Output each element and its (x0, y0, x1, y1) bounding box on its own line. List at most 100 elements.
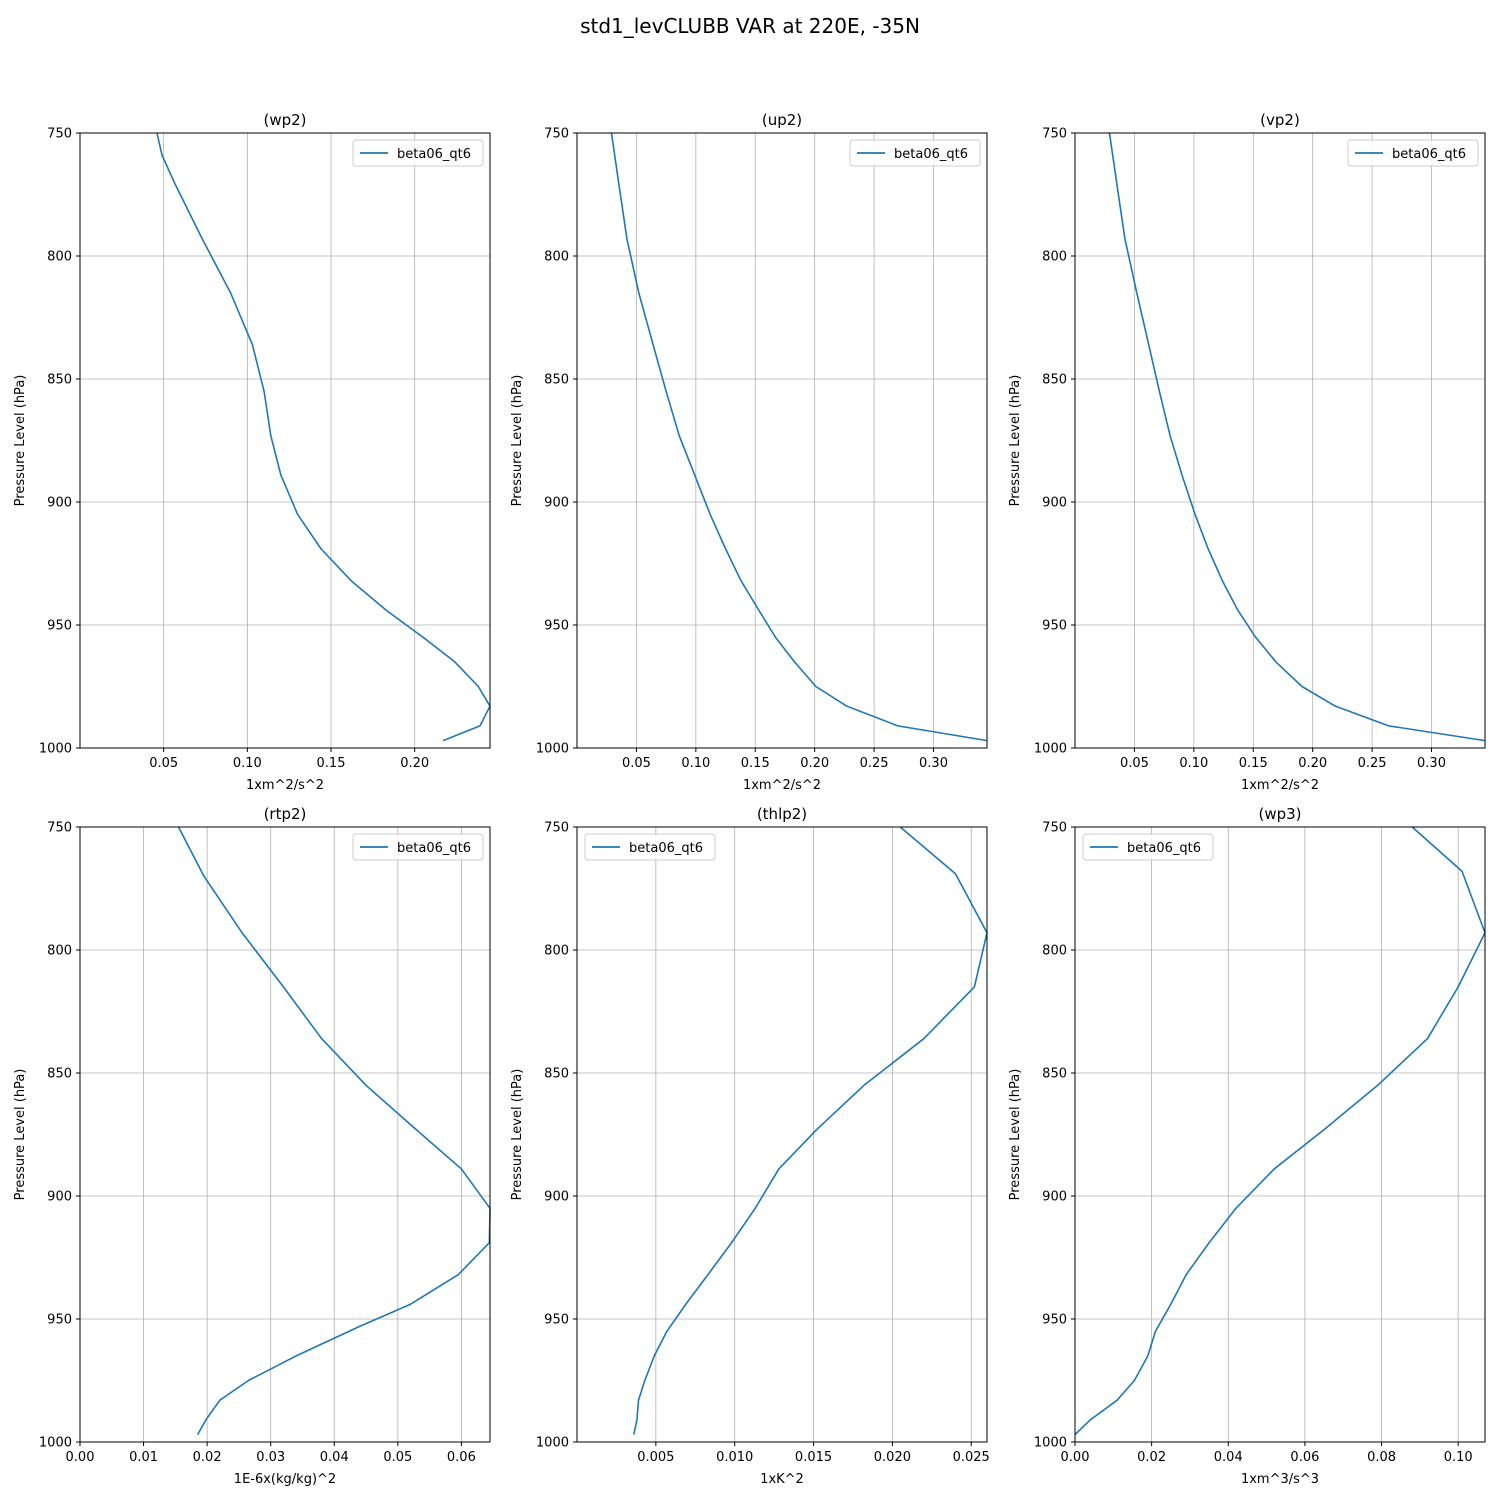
y-tick-label: 950 (47, 1313, 72, 1328)
y-tick-label: 750 (47, 821, 72, 836)
subplot-5: 0.00 0.02 0.04 0.06 0.08 0.10 750 800 850 900 950 1… (1008, 805, 1486, 1487)
y-tick-label: 900 (47, 496, 72, 511)
y-tick-label: 850 (1042, 373, 1067, 388)
x-tick-label: 0.05 (149, 756, 178, 771)
y-tick-label: 800 (1042, 944, 1067, 959)
x-tick-label: 0.005 (637, 1450, 674, 1465)
legend-box (352, 139, 484, 167)
subplot-title: (up2) (762, 111, 802, 129)
y-axis-label: Pressure Level (hPa) (510, 375, 525, 507)
y-tick-label: 900 (544, 1190, 569, 1205)
y-tick-label: 800 (47, 250, 72, 265)
y-tick-label: 1000 (39, 742, 72, 757)
x-tick-label: 0.30 (1417, 756, 1446, 771)
legend-box (352, 833, 484, 861)
subplot-3: 0.00 0.01 0.02 0.03 0.04 0.05 0.06 750 800 850 900… (13, 805, 491, 1487)
y-tick-label: 1000 (39, 1436, 72, 1451)
x-tick-label: 0.04 (1214, 1450, 1243, 1465)
y-tick-label: 950 (1042, 619, 1067, 634)
legend: beta06_qt6 (584, 833, 716, 861)
x-tick-label: 0.01 (129, 1450, 158, 1465)
subplot-title: (wp2) (263, 111, 306, 129)
y-tick-label: 850 (47, 1067, 72, 1082)
y-tick-label: 1000 (1034, 742, 1067, 757)
x-axis-label: 1xK^2 (760, 1472, 804, 1487)
legend-label: beta06_qt6 (894, 147, 968, 162)
x-tick-label: 0.25 (860, 756, 889, 771)
y-axis-label: Pressure Level (hPa) (510, 1069, 525, 1201)
y-tick-label: 800 (544, 944, 569, 959)
y-tick-label: 750 (1042, 127, 1067, 142)
subplot-title: (rtp2) (264, 805, 307, 823)
y-tick-label: 1000 (536, 742, 569, 757)
y-tick-label: 800 (1042, 250, 1067, 265)
x-tick-label: 0.05 (383, 1450, 412, 1465)
x-tick-label: 0.025 (953, 1450, 990, 1465)
y-tick-label: 950 (47, 619, 72, 634)
legend: beta06_qt6 (849, 139, 981, 167)
x-tick-label: 0.15 (317, 756, 346, 771)
y-axis-label: Pressure Level (hPa) (13, 1069, 28, 1201)
y-tick-label: 950 (544, 619, 569, 634)
series-line-beta06_qt6 (610, 132, 988, 742)
x-axis-label: 1xm^2/s^2 (246, 778, 324, 793)
y-tick-label: 900 (544, 496, 569, 511)
subplot-title: (thlp2) (757, 805, 807, 823)
x-tick-label: 0.010 (716, 1450, 753, 1465)
x-tick-label: 0.20 (400, 756, 429, 771)
axes-frame (1074, 132, 1486, 749)
legend-box (584, 833, 716, 861)
legend-label: beta06_qt6 (397, 147, 471, 162)
legend-box (1082, 833, 1214, 861)
y-tick-label: 750 (1042, 821, 1067, 836)
legend: beta06_qt6 (1347, 139, 1479, 167)
series-line-beta06_qt6 (1108, 132, 1486, 742)
x-tick-label: 0.03 (256, 1450, 285, 1465)
legend-label: beta06_qt6 (1392, 147, 1466, 162)
x-tick-label: 0.15 (741, 756, 770, 771)
x-axis-label: 1E-6x(kg/kg)^2 (234, 1472, 336, 1487)
y-tick-label: 750 (544, 127, 569, 142)
y-tick-label: 750 (544, 821, 569, 836)
x-tick-label: 0.20 (800, 756, 829, 771)
series-line-beta06_qt6 (632, 826, 988, 1435)
x-tick-label: 0.15 (1239, 756, 1268, 771)
legend-box (849, 139, 981, 167)
x-tick-label: 0.10 (1444, 1450, 1473, 1465)
axes-frame (79, 132, 491, 749)
axes-frame (576, 826, 988, 1443)
series-line-beta06_qt6 (156, 132, 491, 742)
x-axis-label: 1xm^2/s^2 (1241, 778, 1319, 793)
y-axis-label: Pressure Level (hPa) (1008, 1069, 1023, 1201)
y-axis-label: Pressure Level (hPa) (1008, 375, 1023, 507)
legend: beta06_qt6 (1082, 833, 1214, 861)
y-tick-label: 900 (1042, 1190, 1067, 1205)
legend-label: beta06_qt6 (629, 841, 703, 856)
legend-label: beta06_qt6 (397, 841, 471, 856)
subplot-2: 0.05 0.10 0.15 0.20 0.25 0.30 750 800 850 900 950 1… (1008, 111, 1486, 793)
subplot-title: (wp3) (1258, 805, 1301, 823)
x-tick-label: 0.00 (1061, 1450, 1090, 1465)
x-tick-label: 0.00 (66, 1450, 95, 1465)
x-tick-label: 0.02 (193, 1450, 222, 1465)
legend: beta06_qt6 (352, 833, 484, 861)
y-tick-label: 750 (47, 127, 72, 142)
x-tick-label: 0.25 (1358, 756, 1387, 771)
x-tick-label: 0.06 (447, 1450, 476, 1465)
subplot-1: 0.05 0.10 0.15 0.20 0.25 0.30 750 800 850 900 950 1… (510, 111, 988, 793)
y-tick-label: 850 (47, 373, 72, 388)
x-tick-label: 0.30 (919, 756, 948, 771)
y-tick-label: 1000 (536, 1436, 569, 1451)
x-tick-label: 0.10 (681, 756, 710, 771)
y-tick-label: 850 (544, 1067, 569, 1082)
y-tick-label: 850 (1042, 1067, 1067, 1082)
x-axis-label: 1xm^3/s^3 (1241, 1472, 1319, 1487)
y-tick-label: 900 (1042, 496, 1067, 511)
x-tick-label: 0.06 (1290, 1450, 1319, 1465)
x-tick-label: 0.02 (1137, 1450, 1166, 1465)
y-tick-label: 900 (47, 1190, 72, 1205)
x-tick-label: 0.015 (795, 1450, 832, 1465)
legend-box (1347, 139, 1479, 167)
x-tick-label: 0.10 (1179, 756, 1208, 771)
